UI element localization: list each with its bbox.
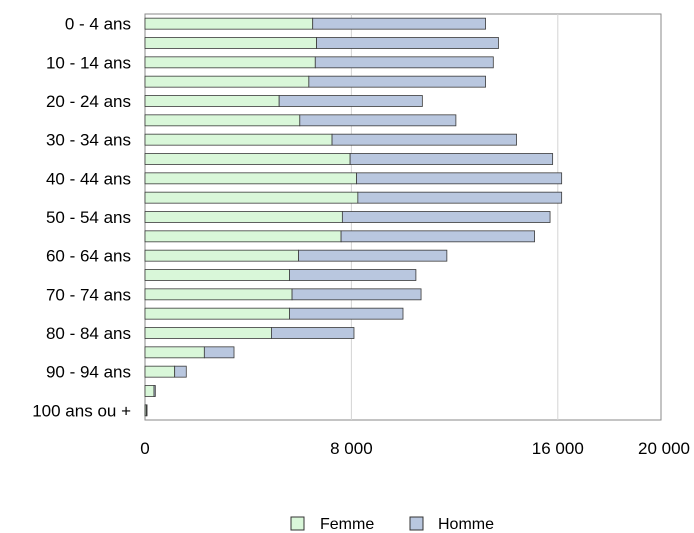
category-label-14: 70 - 74 ans xyxy=(46,285,131,304)
bar-homme-4 xyxy=(278,95,423,107)
bar-femme-19 xyxy=(144,385,155,397)
bar-femme-7 xyxy=(144,153,351,165)
bar-homme-13 xyxy=(289,269,417,281)
bar-femme-18 xyxy=(144,365,176,378)
bar-femme-17 xyxy=(144,346,205,359)
category-label-18: 90 - 94 ans xyxy=(46,363,131,382)
bar-femme-2 xyxy=(144,56,316,69)
bar-homme-10 xyxy=(341,211,551,223)
category-label-10: 50 - 54 ans xyxy=(46,208,131,227)
bar-femme-15 xyxy=(144,307,290,320)
bar-femme-5 xyxy=(144,114,301,127)
bar-homme-9 xyxy=(357,191,563,204)
legend-label-femme: Femme xyxy=(320,516,374,533)
bar-homme-12 xyxy=(298,249,448,262)
bar-femme-3 xyxy=(144,75,310,88)
bar-femme-6 xyxy=(144,133,333,146)
legend: Femme Homme xyxy=(290,516,494,533)
category-label-12: 60 - 64 ans xyxy=(46,247,131,266)
bar-homme-2 xyxy=(314,56,494,69)
category-label-20: 100 ans ou + xyxy=(32,401,131,420)
bar-homme-17 xyxy=(203,346,235,359)
bar-homme-3 xyxy=(308,75,486,88)
x-tick-label-0: 0 xyxy=(140,439,149,458)
bar-homme-8 xyxy=(356,172,563,185)
bars-group xyxy=(144,17,563,417)
bar-femme-8 xyxy=(144,172,357,185)
bar-femme-14 xyxy=(144,288,293,301)
bar-femme-9 xyxy=(144,191,359,204)
bar-homme-11 xyxy=(340,230,535,243)
x-tick-label-1: 8 000 xyxy=(330,439,373,458)
category-labels: 0 - 4 ans 10 - 14 ans 20 - 24 ans 30 - 34 a… xyxy=(32,15,131,421)
bar-femme-12 xyxy=(144,249,299,262)
x-tick-labels: 0 8 000 16 000 20 000 xyxy=(140,439,690,458)
legend-label-homme: Homme xyxy=(438,516,494,533)
bar-femme-11 xyxy=(144,230,342,243)
legend-swatch-homme xyxy=(409,516,424,531)
bar-homme-18 xyxy=(174,365,187,378)
bar-homme-14 xyxy=(291,288,422,301)
bar-femme-1 xyxy=(144,37,317,49)
bar-femme-0 xyxy=(144,17,314,30)
bar-homme-0 xyxy=(312,17,486,30)
category-label-6: 30 - 34 ans xyxy=(46,131,131,150)
x-tick-label-2: 16 000 xyxy=(532,439,584,458)
bar-femme-13 xyxy=(144,269,290,281)
bar-homme-19 xyxy=(153,385,156,397)
bar-homme-15 xyxy=(289,307,404,320)
bar-femme-16 xyxy=(144,327,272,339)
bar-femme-4 xyxy=(144,95,280,107)
category-label-2: 10 - 14 ans xyxy=(46,53,131,72)
bar-homme-5 xyxy=(299,114,457,127)
category-label-8: 40 - 44 ans xyxy=(46,169,131,188)
bar-homme-1 xyxy=(316,37,499,49)
legend-swatch-femme xyxy=(290,516,305,531)
bar-homme-20 xyxy=(145,404,148,417)
bar-femme-10 xyxy=(144,211,343,223)
bar-homme-7 xyxy=(349,153,554,165)
category-label-0: 0 - 4 ans xyxy=(65,15,131,34)
bar-homme-16 xyxy=(271,327,355,339)
x-tick-label-3: 20 000 xyxy=(638,439,690,458)
category-label-16: 80 - 84 ans xyxy=(46,324,131,343)
bar-homme-6 xyxy=(331,133,517,146)
category-label-4: 20 - 24 ans xyxy=(46,92,131,111)
